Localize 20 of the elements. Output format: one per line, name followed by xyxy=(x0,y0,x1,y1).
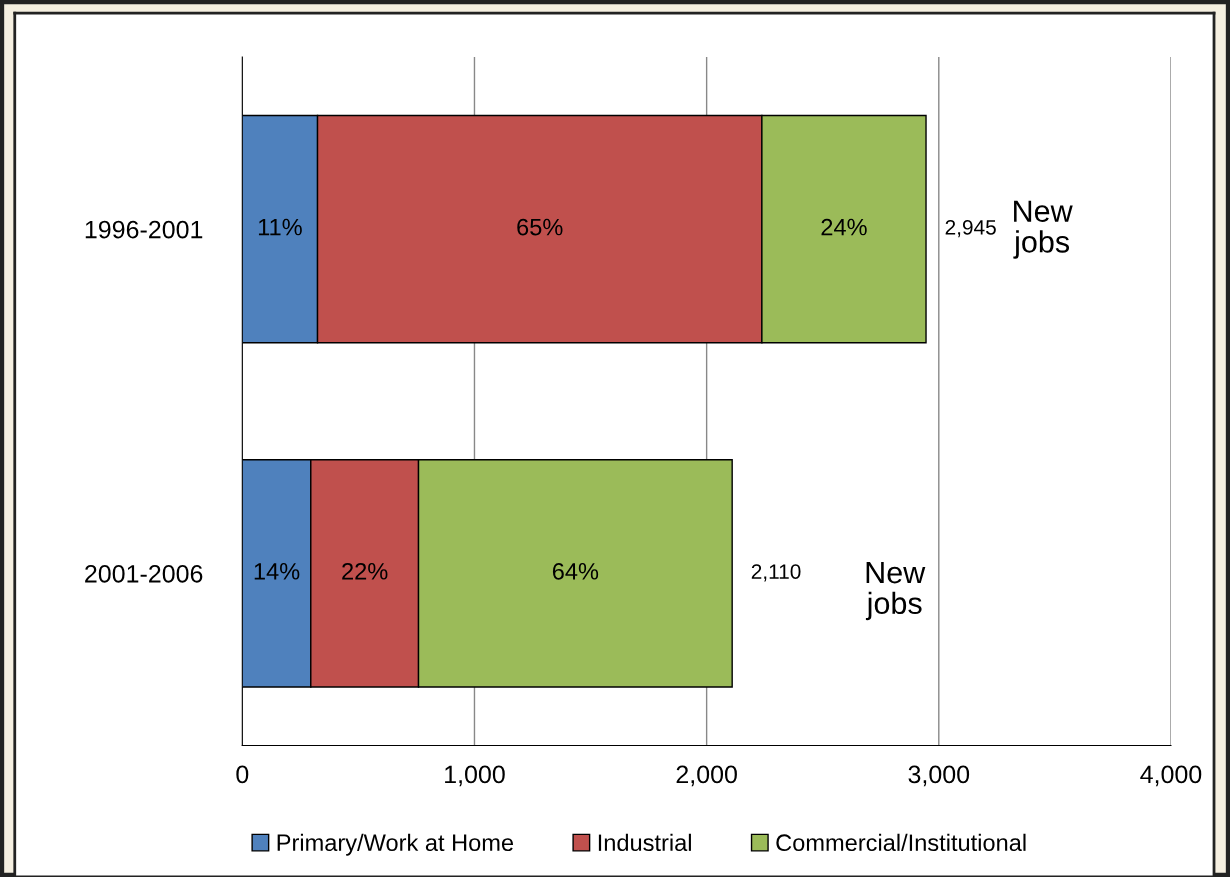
x-tick-label: 4,000 xyxy=(1140,765,1202,787)
x-tick-label: 1,000 xyxy=(445,765,505,787)
x-tick-label: 3,000 xyxy=(908,765,970,787)
annotation: 24% xyxy=(821,218,867,236)
annotation: 64% xyxy=(552,562,599,580)
total-label: 2,110 xyxy=(751,564,801,582)
x-tick-label: 0 xyxy=(236,765,249,784)
annotation: 65% xyxy=(517,218,563,236)
legend-label: Primary/Work at Home xyxy=(277,833,514,856)
total-label: 2,945 xyxy=(945,219,996,238)
annotation: 22% xyxy=(342,562,388,580)
legend-label: Industrial xyxy=(598,833,691,852)
y-tick-label: 2001-2006 xyxy=(85,564,203,583)
x-tick-label: 2,000 xyxy=(676,765,737,787)
annotation: 11% xyxy=(258,218,302,236)
annotation: 14% xyxy=(254,563,300,580)
y-tick-label: 1996-2001 xyxy=(85,220,203,239)
annotation: New jobs xyxy=(1013,200,1073,259)
annotation: New jobs xyxy=(865,562,926,621)
legend-label: Commercial/Institutional xyxy=(776,833,1026,852)
